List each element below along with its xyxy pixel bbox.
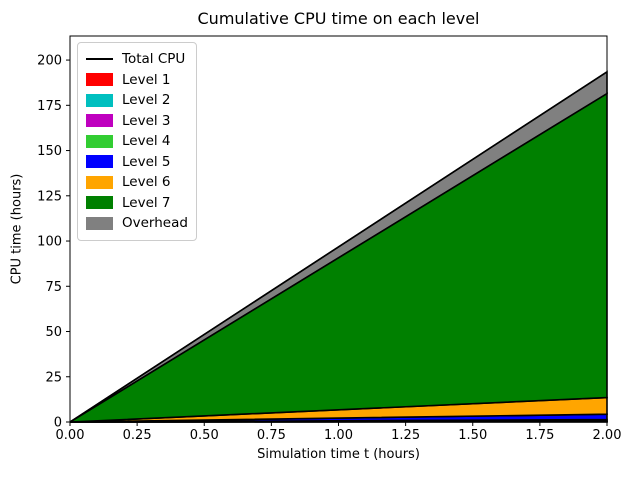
x-axis-label: Simulation time t (hours): [257, 447, 420, 462]
y-tick-label: 175: [37, 99, 62, 114]
x-tick-label: 1.00: [324, 428, 353, 443]
legend-patch-sample: [86, 73, 113, 87]
legend-line-sample: [86, 58, 113, 61]
x-tick-label: 0.75: [257, 428, 286, 443]
y-tick-label: 200: [37, 54, 62, 69]
legend-item-label: Level 1: [122, 71, 171, 88]
legend-item-label: Overhead: [122, 215, 188, 232]
legend-item: Level 3: [86, 111, 188, 132]
x-tick-label: 1.75: [525, 428, 554, 443]
legend-item-label: Total CPU: [122, 51, 186, 68]
y-tick-label: 50: [45, 325, 62, 340]
legend-item-label: Level 7: [122, 194, 171, 211]
legend-item-label: Level 6: [122, 174, 171, 191]
legend-patch-sample: [86, 114, 113, 128]
x-tick-label: 2.00: [593, 428, 622, 443]
y-tick-label: 25: [45, 370, 62, 385]
legend: Total CPU Level 1 Level 2 Level 3 Level 4 Lev…: [77, 42, 197, 241]
legend-item: Level 5: [86, 152, 188, 173]
legend-item: Level 1: [86, 70, 188, 91]
x-tick-label: 1.25: [391, 428, 420, 443]
y-tick-label: 0: [54, 416, 62, 431]
legend-patch-sample: [86, 175, 113, 189]
chart-title: Cumulative CPU time on each level: [197, 9, 480, 28]
x-tick-label: 0.50: [190, 428, 219, 443]
legend-patch-sample: [86, 134, 113, 148]
legend-item-label: Level 5: [122, 153, 171, 170]
x-tick-label: 0.25: [123, 428, 152, 443]
legend-item-label: Level 4: [122, 133, 171, 150]
legend-item: Overhead: [86, 213, 188, 234]
legend-patch-sample: [86, 216, 113, 230]
legend-patch-sample: [86, 196, 113, 210]
legend-item-label: Level 3: [122, 112, 171, 129]
y-tick-label: 100: [37, 235, 62, 250]
legend-item: Level 2: [86, 90, 188, 111]
y-axis-label: CPU time (hours): [9, 173, 25, 285]
y-tick-label: 125: [37, 189, 62, 204]
legend-patch-sample: [86, 93, 113, 107]
legend-item: Level 7: [86, 193, 188, 214]
total-cpu-line: [69, 71, 608, 423]
x-tick-label: 1.50: [458, 428, 487, 443]
legend-item: Level 4: [86, 131, 188, 152]
y-tick-label: 150: [37, 144, 62, 159]
y-tick-label: 75: [45, 280, 62, 295]
legend-item: Level 6: [86, 172, 188, 193]
legend-item-label: Level 2: [122, 92, 171, 109]
x-tick-label: 0.00: [56, 428, 85, 443]
legend-patch-sample: [86, 155, 113, 169]
legend-item: Total CPU: [86, 49, 188, 70]
